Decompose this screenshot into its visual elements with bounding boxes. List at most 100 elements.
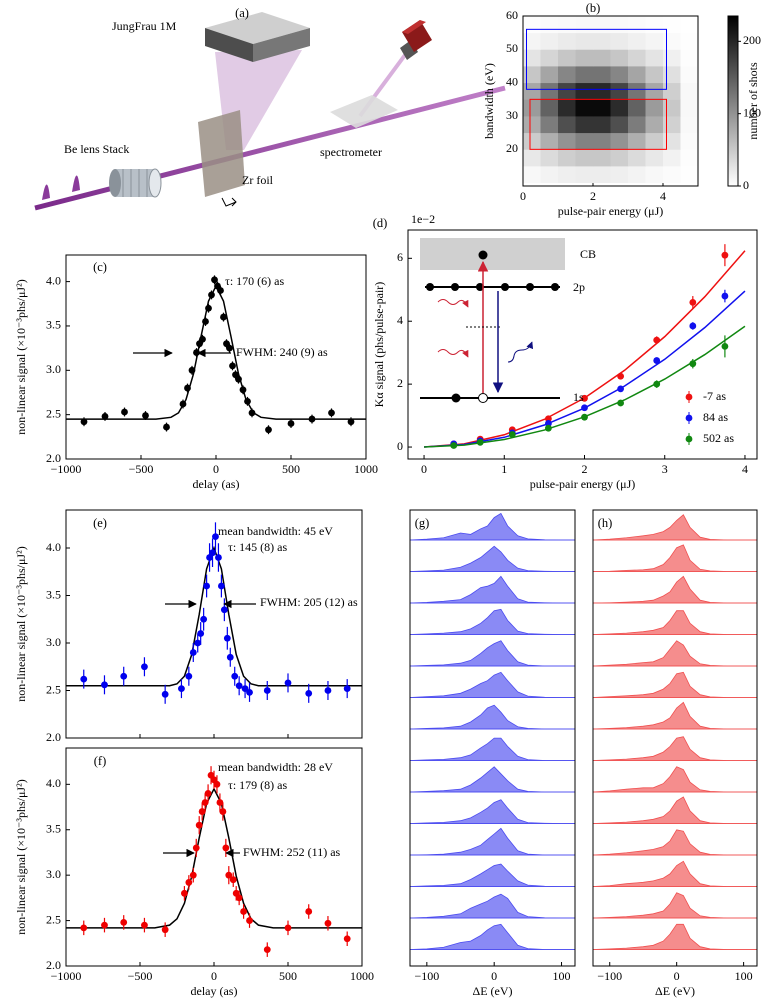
heatmap-cell — [575, 166, 594, 184]
plot-frame — [407, 229, 758, 460]
spectrum — [592, 736, 757, 761]
data-point — [545, 420, 552, 427]
level-scheme — [420, 238, 565, 403]
panel-label: (d) — [373, 216, 388, 230]
x-tick-label: 2 — [582, 462, 588, 476]
heatmap-cell — [558, 99, 576, 117]
heatmap-cell — [680, 32, 699, 50]
heatmap-cell — [575, 32, 594, 50]
legend-marker — [685, 414, 693, 422]
legend-label: 502 as — [703, 431, 734, 445]
y-tick-label: 3.5 — [46, 587, 61, 601]
foil-label: Zr foil — [242, 173, 274, 187]
y-tick-label: 60 — [506, 8, 518, 22]
plot-frame — [522, 15, 699, 187]
data-point — [80, 418, 88, 426]
data-point — [653, 357, 661, 364]
legend-marker — [685, 393, 693, 401]
data-point — [209, 549, 216, 557]
data-point — [246, 689, 253, 696]
data-point — [189, 871, 197, 879]
plot-frame — [65, 509, 363, 739]
colorbar-tick-label: 1000 — [743, 105, 761, 119]
data-point — [141, 663, 148, 671]
data-point — [231, 672, 239, 680]
spectrum — [592, 640, 757, 667]
spectrum — [409, 640, 575, 667]
y-tick-label: 30 — [506, 108, 518, 122]
camera — [400, 20, 432, 60]
heatmap-cell — [540, 66, 559, 84]
y-tick-label: 3.0 — [46, 362, 61, 376]
data-point — [197, 630, 205, 637]
data-point — [265, 426, 272, 434]
data-point — [184, 384, 191, 392]
data-point — [240, 908, 248, 915]
heatmap-cell — [540, 99, 559, 117]
selection-box — [529, 98, 667, 150]
y-tick-label: 2.0 — [46, 730, 61, 744]
data-point — [248, 409, 256, 417]
y-tick-label: 2.0 — [46, 451, 61, 465]
x-tick-label: 0 — [211, 969, 217, 983]
panel-label: (f) — [94, 754, 107, 768]
x-tick-label: −1000 — [51, 969, 82, 983]
data-point — [101, 413, 109, 420]
fit-curve — [423, 290, 746, 448]
x-tick-label: 100 — [735, 969, 753, 983]
data-point — [185, 672, 193, 680]
annotation: FWHM: 205 (12) as — [260, 595, 358, 609]
detector-top — [205, 12, 310, 44]
y-tick-label: 2 — [397, 376, 403, 390]
heatmap-cell — [645, 116, 664, 134]
x-axis-label: delay (as) — [191, 984, 238, 998]
heatmap-cell — [628, 49, 646, 67]
data-point — [220, 313, 227, 321]
data-point — [263, 687, 271, 694]
heatmap-cell — [645, 82, 664, 100]
spectrum — [409, 704, 575, 730]
data-point — [508, 431, 516, 438]
heatmap-cell — [558, 116, 576, 134]
heatmap-cell — [575, 132, 594, 150]
heatmap-cell — [523, 166, 541, 184]
heatmap-cell — [645, 16, 664, 34]
y-tick-label: 40 — [506, 74, 518, 88]
y-tick-label: 3.5 — [46, 318, 61, 332]
y-tick-label: 2.5 — [46, 912, 61, 926]
data-point — [347, 418, 355, 426]
heatmap-cell — [558, 82, 576, 100]
heatmap-cell — [575, 66, 594, 84]
colorbar — [727, 15, 739, 187]
data-point — [284, 924, 292, 932]
data-point — [121, 408, 128, 416]
heatmap-cell — [610, 49, 629, 67]
y-tick-label: 0 — [397, 439, 403, 453]
heatmap-cell — [540, 32, 559, 50]
heatmap-cell — [610, 82, 629, 100]
data-point — [305, 908, 313, 915]
heatmap-cell — [540, 16, 559, 34]
heatmap-cell — [610, 99, 629, 117]
heatmap-cell — [680, 166, 699, 184]
legend-marker — [685, 435, 693, 443]
legend-label: -7 as — [703, 389, 726, 403]
data-point — [204, 790, 212, 797]
panel-label: (b) — [586, 1, 601, 15]
photon-out — [507, 341, 534, 363]
colorbar-label: number of shots — [746, 62, 760, 140]
heatmap-cell — [523, 16, 541, 34]
data-point — [229, 362, 236, 370]
spectrum — [592, 575, 757, 604]
pulses — [42, 175, 80, 200]
plot-frame — [592, 509, 758, 967]
data-point — [188, 366, 196, 374]
heatmap-cell — [540, 166, 559, 184]
heatmap-cell — [523, 132, 541, 150]
data-point — [178, 685, 185, 692]
data-point — [202, 318, 209, 325]
heatmap-cell — [540, 116, 559, 134]
data-point — [205, 304, 212, 312]
x-tick-label: 500 — [279, 969, 297, 983]
